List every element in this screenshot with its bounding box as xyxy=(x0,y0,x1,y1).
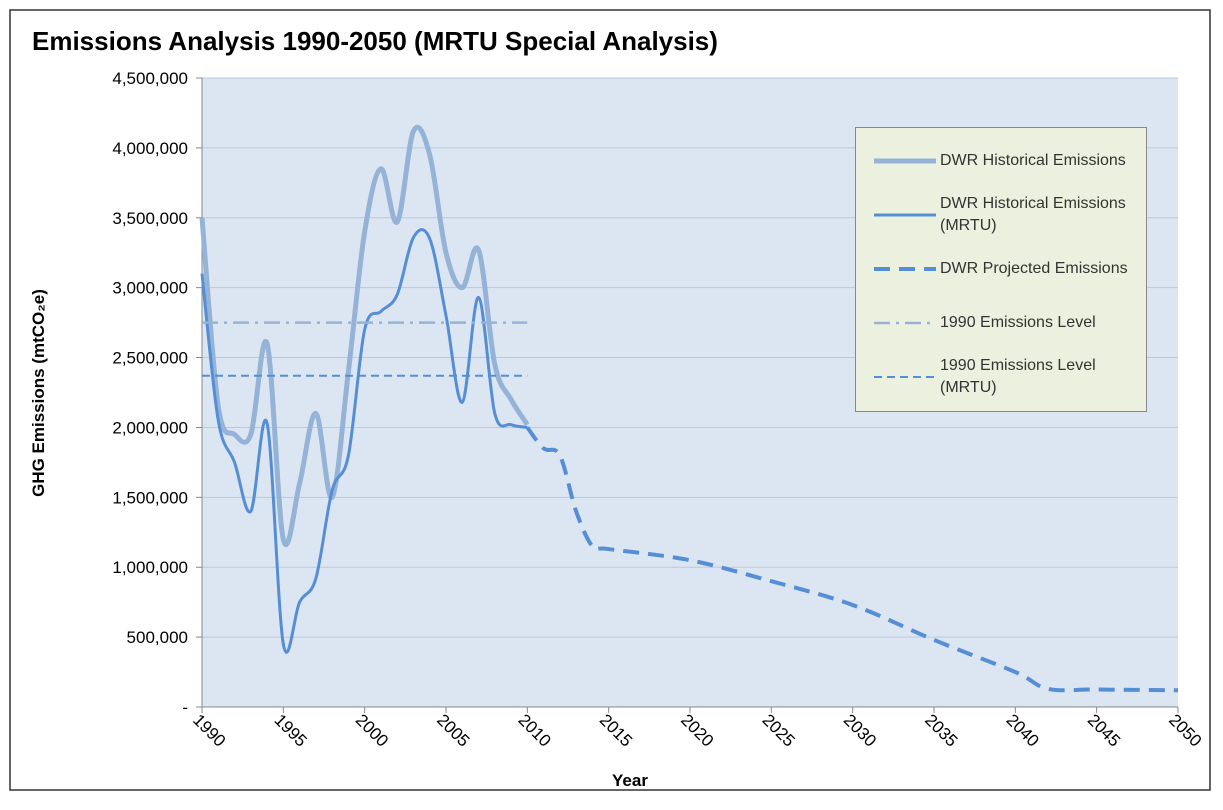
series-line xyxy=(199,124,530,548)
x-axis-label: Year xyxy=(612,771,648,790)
chart-title: Emissions Analysis 1990-2050 (MRTU Speci… xyxy=(32,26,718,56)
legend-swatch xyxy=(874,267,936,271)
y-tick-label: 500,000 xyxy=(127,628,188,647)
legend-label: DWR Projected Emissions xyxy=(940,260,1128,277)
series-line xyxy=(200,228,528,654)
legend-entry: DWR Projected Emissions xyxy=(856,242,1146,296)
legend-label: 1990 Emissions Level (MRTU) xyxy=(940,357,1096,396)
legend-swatch xyxy=(874,158,936,164)
legend-entry: 1990 Emissions Level (MRTU) xyxy=(856,350,1146,404)
y-tick-label: 4,000,000 xyxy=(112,139,188,158)
legend-entry: DWR Historical Emissions (MRTU) xyxy=(856,188,1146,242)
legend-swatch xyxy=(874,213,936,217)
legend: DWR Historical Emissions DWR Historical E… xyxy=(855,127,1147,412)
lines xyxy=(199,124,1179,693)
y-tick-label: 1,000,000 xyxy=(112,558,188,577)
y-tick-label: - xyxy=(182,698,188,717)
legend-entry: 1990 Emissions Level xyxy=(856,296,1146,350)
y-tick-label: 4,500,000 xyxy=(112,69,188,88)
y-tick-label: 2,000,000 xyxy=(112,418,188,437)
legend-label: DWR Historical Emissions (MRTU) xyxy=(940,195,1126,234)
y-axis-label: GHG Emissions (mtCO₂e) xyxy=(29,289,48,497)
legend-label: 1990 Emissions Level xyxy=(940,314,1096,331)
legend-swatch xyxy=(874,321,936,325)
y-tick-label: 3,000,000 xyxy=(112,279,188,298)
legend-entry: DWR Historical Emissions xyxy=(856,134,1146,188)
series-line xyxy=(525,426,1179,693)
legend-label: DWR Historical Emissions xyxy=(940,152,1126,169)
legend-swatch xyxy=(874,376,936,378)
y-tick-label: 3,500,000 xyxy=(112,209,188,228)
y-tick-label: 2,500,000 xyxy=(112,349,188,368)
y-tick-label: 1,500,000 xyxy=(112,488,188,507)
